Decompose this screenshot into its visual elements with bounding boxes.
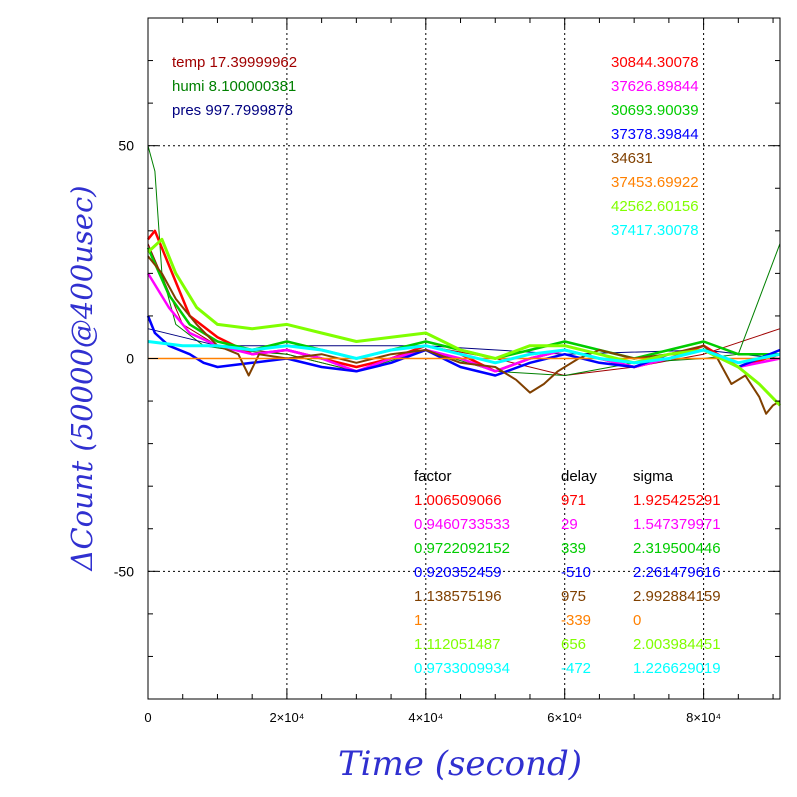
series-lines <box>146 145 782 415</box>
chart-text: 0 2×10⁴ 4×10⁴ 6×10⁴ 8×10⁴ 50 0 -50 temp 17.39999… <box>114 54 721 725</box>
table-header: delay <box>561 468 597 485</box>
count-legend-entry: 37626.89844 <box>611 78 699 95</box>
series-line <box>147 255 781 415</box>
table-cell-delay: 656 <box>561 636 586 653</box>
table-cell-sigma: 2.261479616 <box>633 564 721 581</box>
x-axis-label: Time (second) <box>338 744 582 784</box>
table-cell-factor: 1 <box>414 612 422 629</box>
x-tick-label: 6×10⁴ <box>547 710 582 725</box>
table-header: sigma <box>633 468 674 485</box>
x-tick-label: 0 <box>144 710 151 725</box>
series-line <box>146 237 782 407</box>
y-tick-label: 0 <box>126 351 134 367</box>
series-line <box>146 247 780 360</box>
table-cell-sigma: 1.925425291 <box>633 492 721 509</box>
table-cell-factor: 1.138575196 <box>414 588 502 605</box>
table-cell-factor: 0.9460733533 <box>414 516 510 533</box>
table-cell-delay: -510 <box>561 564 591 581</box>
y-axis-label: ΔCount (50000@400usec) <box>65 185 99 571</box>
table-cell-sigma: 2.319500446 <box>633 540 721 557</box>
count-legend-entry: 34631 <box>611 150 653 167</box>
table-cell-sigma: 1.226629019 <box>633 660 721 677</box>
x-tick-label: 2×10⁴ <box>269 710 304 725</box>
table-header: factor <box>414 468 452 485</box>
env-legend-entry: humi 8.100000381 <box>172 78 296 95</box>
env-legend-entry: temp 17.39999962 <box>172 54 297 71</box>
table-cell-factor: 1.112051487 <box>414 636 500 653</box>
table-cell-sigma: 1.547379971 <box>633 516 721 533</box>
table-cell-delay: 339 <box>561 540 586 557</box>
count-legend-entry: 37378.39844 <box>611 126 699 143</box>
table-cell-sigma: 2.003984451 <box>633 636 721 653</box>
series-line <box>147 340 781 365</box>
env-legend-entry: pres 997.7999878 <box>172 102 293 119</box>
table-cell-factor: 0.9733009934 <box>414 660 510 677</box>
x-tick-label: 8×10⁴ <box>686 710 721 725</box>
count-legend-entry: 30693.90039 <box>611 102 699 119</box>
count-legend-entry: 30844.30078 <box>611 54 699 71</box>
table-cell-delay: 971 <box>561 492 586 509</box>
x-tick-label: 4×10⁴ <box>408 710 443 725</box>
table-cell-delay: -339 <box>561 612 591 629</box>
table-cell-factor: 0.9722092152 <box>414 540 510 557</box>
y-tick-label: -50 <box>114 563 134 579</box>
table-cell-delay: 29 <box>561 516 578 533</box>
count-legend-entry: 42562.60156 <box>611 198 699 215</box>
count-legend-entry: 37417.30078 <box>611 222 699 239</box>
table-cell-factor: 0.920352459 <box>414 564 502 581</box>
table-cell-sigma: 2.992884159 <box>633 588 721 605</box>
table-cell-delay: -472 <box>561 660 591 677</box>
y-tick-label: 50 <box>118 138 134 154</box>
count-legend-entry: 37453.69922 <box>611 174 699 191</box>
table-cell-factor: 1.006509066 <box>414 492 502 509</box>
axis-ticks <box>147 18 780 699</box>
table-cell-delay: 975 <box>561 588 586 605</box>
table-cell-sigma: 0 <box>633 612 641 629</box>
